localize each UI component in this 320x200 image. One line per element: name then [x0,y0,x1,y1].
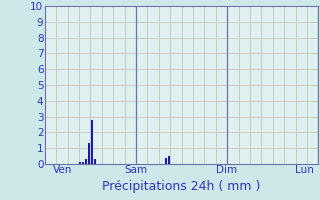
Bar [165,158,167,164]
Bar [91,120,93,164]
Bar [168,156,170,164]
Bar [94,159,96,164]
X-axis label: Précipitations 24h ( mm ): Précipitations 24h ( mm ) [102,180,261,193]
Bar [85,159,87,164]
Bar [82,162,84,164]
Bar [88,143,90,164]
Bar [79,162,82,164]
